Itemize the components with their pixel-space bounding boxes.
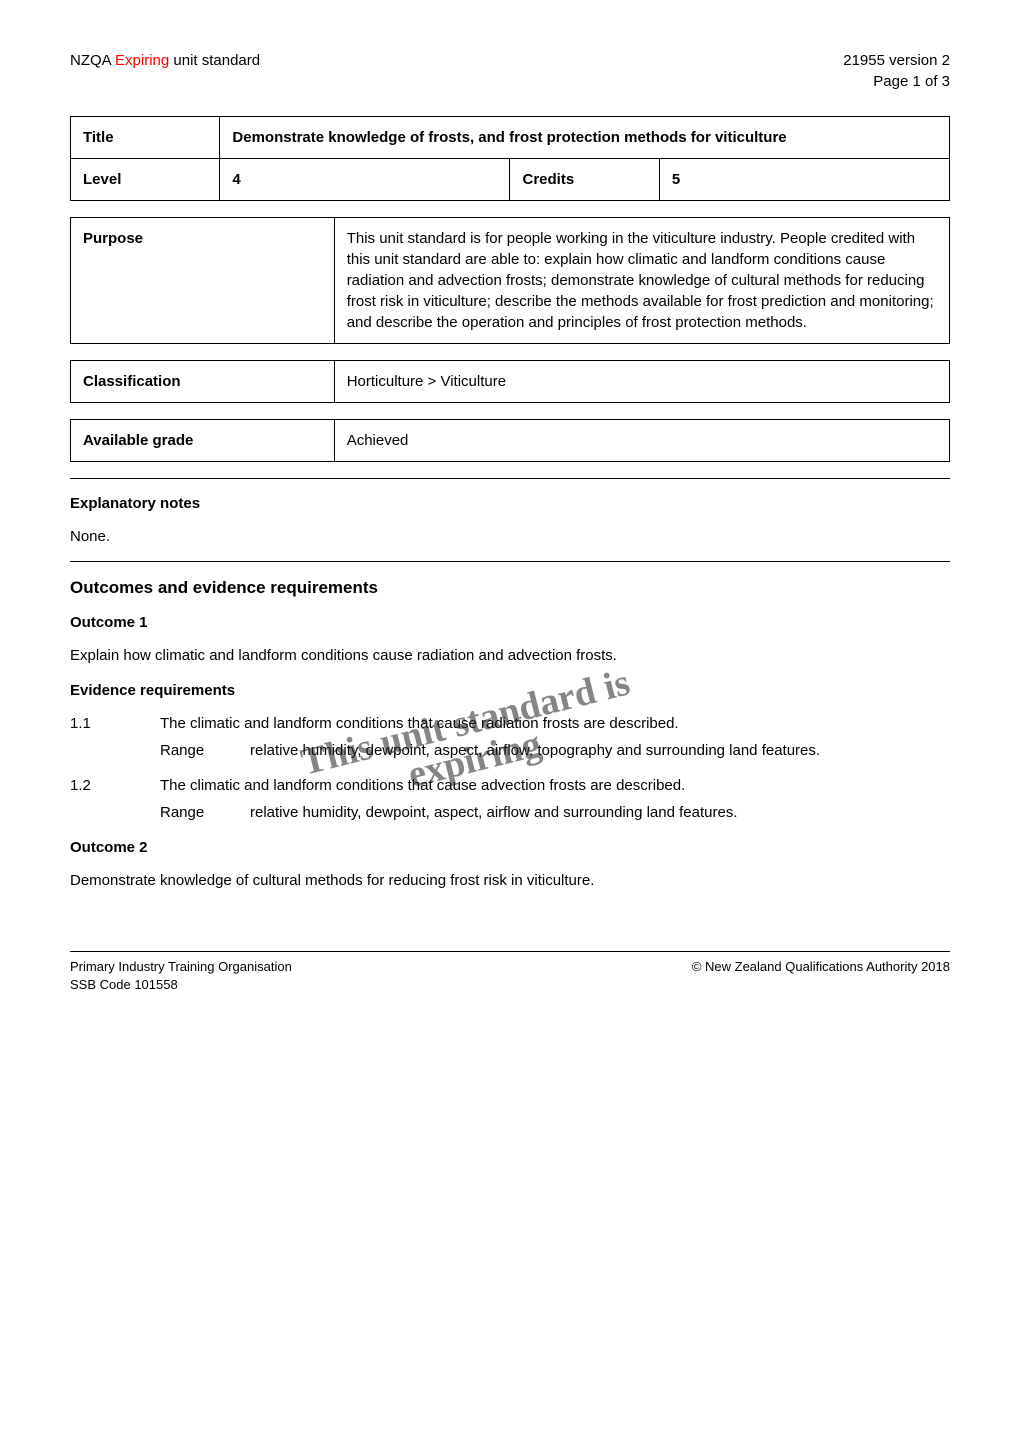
evidence-requirements-heading: Evidence requirements xyxy=(70,680,950,701)
range-body: relative humidity, dewpoint, aspect, air… xyxy=(250,802,950,823)
er-range-1-1: Range relative humidity, dewpoint, aspec… xyxy=(70,740,950,761)
range-body: relative humidity, dewpoint, aspect, air… xyxy=(250,740,950,761)
header-left-post: unit standard xyxy=(169,52,260,69)
outcomes-heading: Outcomes and evidence requirements xyxy=(70,576,950,600)
evidence-block: This unit standard is expiring 1.1 The c… xyxy=(70,713,950,891)
footer-left-line2: SSB Code 101558 xyxy=(70,976,292,994)
divider xyxy=(70,478,950,479)
footer-left-line1: Primary Industry Training Organisation xyxy=(70,958,292,976)
grade-body: Achieved xyxy=(334,420,949,462)
classification-label: Classification xyxy=(71,361,335,403)
page-footer: Primary Industry Training Organisation S… xyxy=(70,951,950,994)
range-label: Range xyxy=(160,740,250,761)
er-range-1-2: Range relative humidity, dewpoint, aspec… xyxy=(70,802,950,823)
er-body: The climatic and landform conditions tha… xyxy=(160,775,950,796)
er-num: 1.1 xyxy=(70,713,160,734)
er-body: The climatic and landform conditions tha… xyxy=(160,713,950,734)
outcome2-heading: Outcome 2 xyxy=(70,837,950,858)
outcome2-text: Demonstrate knowledge of cultural method… xyxy=(70,870,950,891)
er-item-1-2: 1.2 The climatic and landform conditions… xyxy=(70,775,950,796)
er-item-1-1: 1.1 The climatic and landform conditions… xyxy=(70,713,950,734)
classification-body: Horticulture > Viticulture xyxy=(334,361,949,403)
credits-value: 5 xyxy=(659,159,949,201)
header-expiring: Expiring xyxy=(115,52,169,69)
header-left-pre: NZQA xyxy=(70,52,115,69)
er-num: 1.2 xyxy=(70,775,160,796)
purpose-table: Purpose This unit standard is for people… xyxy=(70,217,950,344)
range-label: Range xyxy=(160,802,250,823)
divider xyxy=(70,561,950,562)
header-right-line2: Page 1 of 3 xyxy=(843,71,950,92)
outcome1-heading: Outcome 1 xyxy=(70,612,950,633)
level-label: Level xyxy=(71,159,220,201)
header-right-line1: 21955 version 2 xyxy=(843,50,950,71)
explanatory-heading: Explanatory notes xyxy=(70,493,950,514)
grade-table: Available grade Achieved xyxy=(70,419,950,462)
header-right: 21955 version 2 Page 1 of 3 xyxy=(843,50,950,92)
title-label: Title xyxy=(71,117,220,159)
footer-right: © New Zealand Qualifications Authority 2… xyxy=(692,958,950,994)
purpose-body: This unit standard is for people working… xyxy=(334,218,949,344)
purpose-label: Purpose xyxy=(71,218,335,344)
title-table: Title Demonstrate knowledge of frosts, a… xyxy=(70,116,950,201)
title-value: Demonstrate knowledge of frosts, and fro… xyxy=(220,117,950,159)
header-left: NZQA Expiring unit standard xyxy=(70,50,260,92)
level-value: 4 xyxy=(220,159,510,201)
outcome1-text: Explain how climatic and landform condit… xyxy=(70,645,950,666)
footer-left: Primary Industry Training Organisation S… xyxy=(70,958,292,994)
classification-table: Classification Horticulture > Viticultur… xyxy=(70,360,950,403)
explanatory-text: None. xyxy=(70,526,950,547)
credits-label: Credits xyxy=(510,159,659,201)
grade-label: Available grade xyxy=(71,420,335,462)
page-header: NZQA Expiring unit standard 21955 versio… xyxy=(70,50,950,92)
